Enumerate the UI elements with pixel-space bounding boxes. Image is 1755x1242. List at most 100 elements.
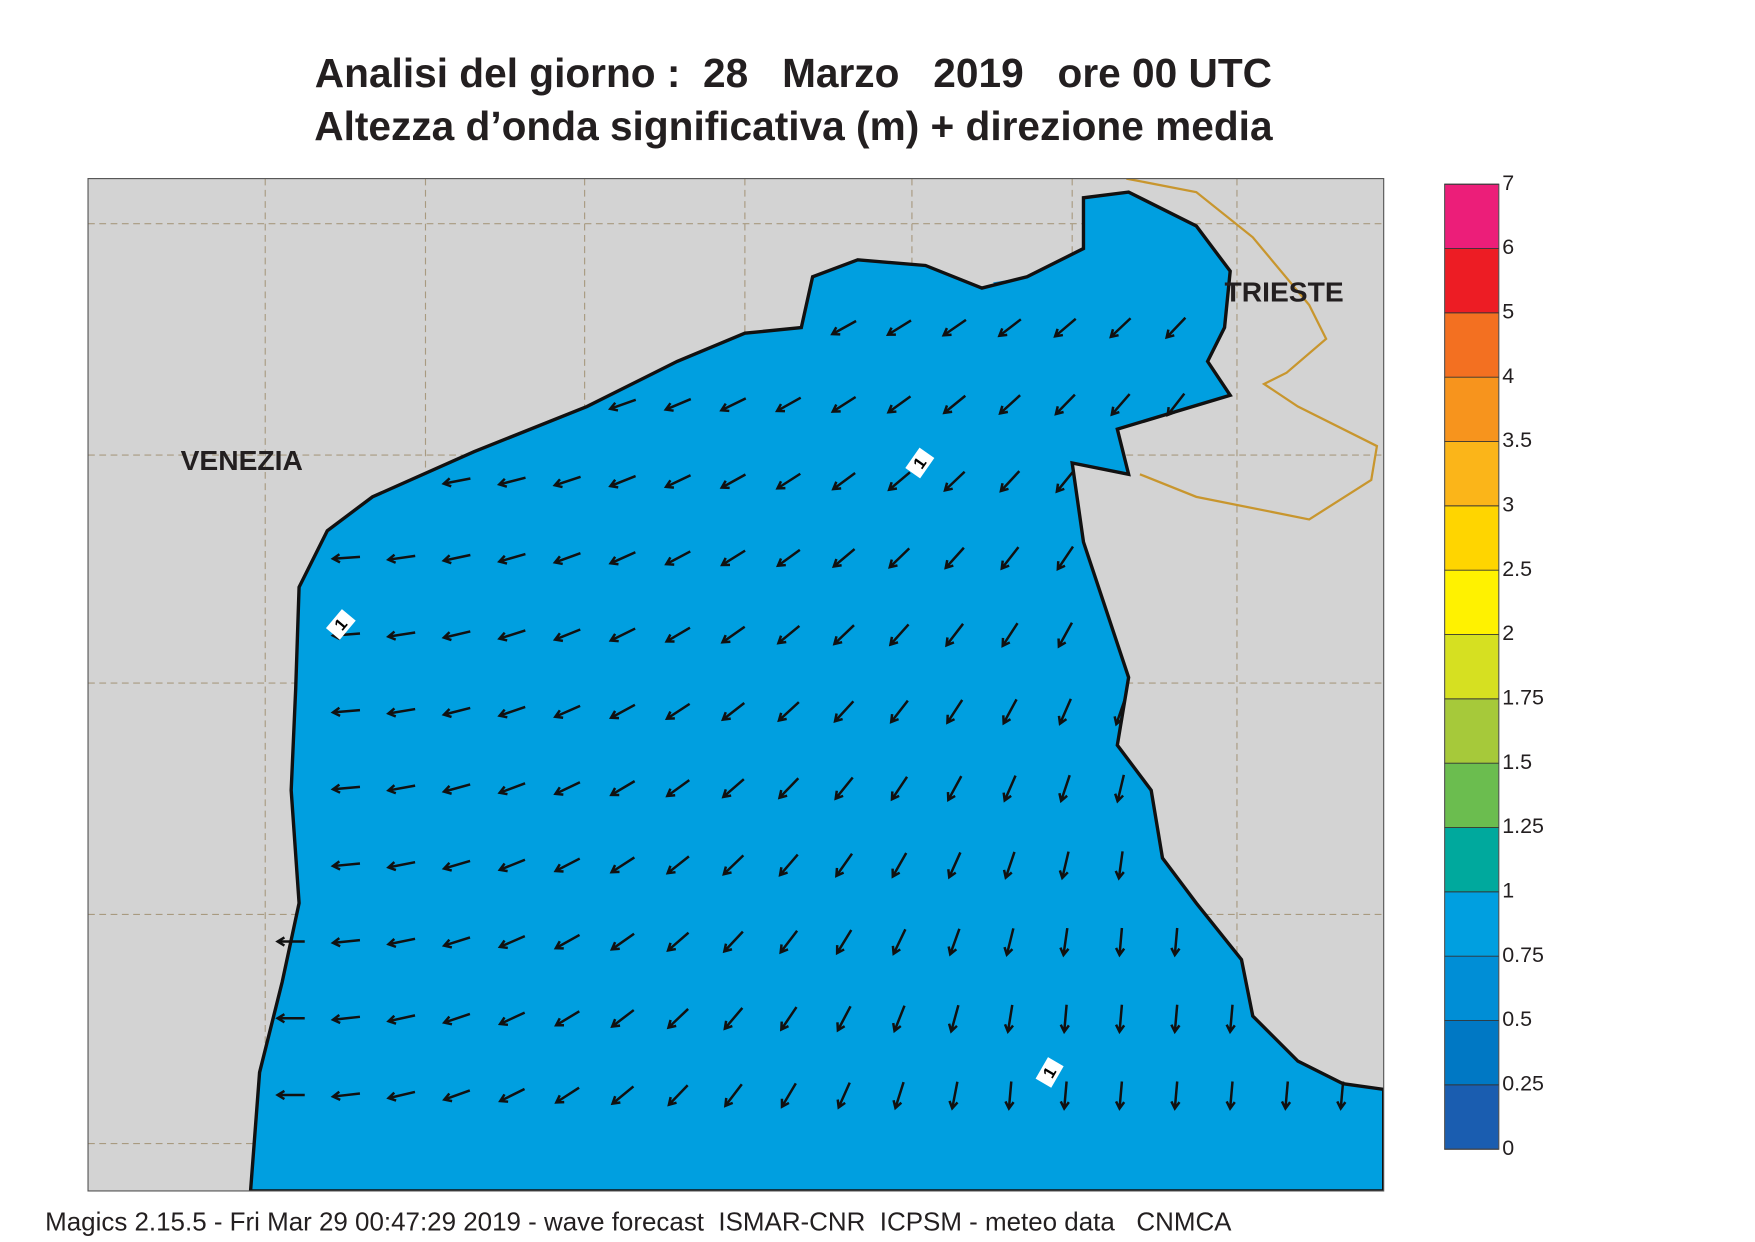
colorbar-segment: [1444, 1084, 1499, 1150]
arrow: [1002, 775, 1017, 803]
arrow: [720, 625, 746, 644]
arrow: [607, 398, 637, 412]
arrow: [888, 547, 911, 569]
arrow: [441, 1012, 471, 1026]
colorbar-tick-label: 1: [1502, 879, 1514, 903]
arrow: [892, 1005, 906, 1034]
arrow: [831, 472, 856, 491]
arrow: [721, 701, 746, 722]
colorbar-tick-label: 6: [1502, 235, 1514, 259]
arrow: [719, 473, 747, 490]
arrow: [941, 318, 967, 337]
arrow: [386, 630, 416, 641]
arrow: [386, 1090, 416, 1102]
arrow: [1113, 698, 1127, 727]
arrow: [552, 628, 581, 643]
subtitle: Altezza d’onda significativa (m) + direz…: [314, 103, 1273, 149]
arrow: [946, 775, 963, 803]
arrow: [1002, 698, 1018, 726]
arrow: [608, 551, 636, 566]
arrow: [554, 1086, 580, 1104]
wave-direction-arrows: [275, 316, 1347, 1111]
arrow: [723, 1083, 743, 1108]
colorbar-tick-label: 7: [1502, 171, 1514, 195]
arrow: [947, 1004, 960, 1034]
arrow: [943, 470, 966, 493]
arrow: [778, 853, 799, 877]
arrow: [1059, 927, 1070, 958]
arrow: [888, 623, 910, 647]
arrow: [1336, 1081, 1347, 1111]
arrow: [386, 707, 416, 718]
arrow: [497, 629, 526, 642]
arrow: [1054, 393, 1076, 416]
arrow: [608, 627, 636, 643]
colorbar-segment: [1444, 891, 1499, 957]
arrow: [553, 704, 581, 719]
arrow: [997, 318, 1022, 338]
colorbar-tick-label: 5: [1502, 300, 1514, 324]
arrow: [1059, 1081, 1070, 1111]
colorbar-tick-label: 3: [1502, 493, 1514, 517]
arrow: [774, 396, 802, 413]
arrow: [1109, 317, 1132, 339]
contour-label: 1: [1035, 1057, 1064, 1088]
arrow: [441, 783, 471, 795]
arrow: [944, 546, 965, 570]
arrow: [1225, 1081, 1236, 1111]
title: Analisi del giorno : 28 Marzo 2019 ore 0…: [315, 50, 1272, 96]
colorbar-segment: [1444, 248, 1499, 313]
arrow: [835, 852, 854, 878]
arrow: [776, 624, 801, 645]
arrow: [609, 856, 636, 874]
arrow: [779, 930, 799, 955]
colorbar-tick-label: 1.5: [1502, 750, 1532, 774]
arrow: [553, 781, 581, 796]
arrow: [667, 1084, 689, 1107]
arrow: [775, 548, 801, 568]
colorbar-tick-label: 1.75: [1502, 686, 1544, 710]
arrow: [946, 699, 964, 725]
arrow: [1004, 1081, 1015, 1111]
arrow: [275, 1089, 305, 1101]
arrow: [834, 776, 854, 801]
arrow: [889, 699, 909, 724]
label-box: [325, 609, 356, 640]
colorbar-tick-label: 0.25: [1502, 1072, 1544, 1096]
border: [1126, 178, 1379, 521]
arrow: [553, 933, 581, 950]
arrow: [1058, 774, 1071, 804]
colorbar-tick-label: 1.25: [1502, 814, 1544, 838]
arrow: [666, 1008, 689, 1030]
colorbar-segment: [1444, 763, 1499, 828]
arrow: [664, 550, 691, 566]
arrow: [498, 1087, 526, 1103]
colorbar-segment: [1444, 505, 1499, 571]
arrow: [441, 477, 471, 488]
arrow: [719, 397, 747, 413]
arrow: [608, 703, 636, 720]
arrow: [497, 782, 526, 796]
arrow: [1055, 469, 1075, 494]
arrow: [1110, 393, 1131, 417]
arrow: [1170, 927, 1181, 958]
arrow: [1059, 1004, 1070, 1035]
arrow: [609, 780, 636, 797]
arrow: [610, 1085, 635, 1106]
colorbar-tick-label: 0.5: [1502, 1007, 1532, 1031]
arrow: [441, 859, 471, 872]
arrow: [1056, 545, 1075, 572]
arrow: [835, 929, 853, 956]
colorbar-segment: [1444, 956, 1499, 1021]
arrow: [998, 394, 1021, 416]
arrow: [1114, 1004, 1126, 1035]
arrow: [1164, 316, 1187, 340]
arrow: [664, 702, 691, 721]
arrow: [608, 474, 637, 489]
arrow: [1003, 1004, 1015, 1035]
arrow: [720, 549, 746, 567]
arrow: [275, 1013, 305, 1024]
arrow: [1114, 1081, 1126, 1111]
contour-label: 1: [905, 447, 935, 479]
colorbar-segment: [1444, 1020, 1499, 1085]
